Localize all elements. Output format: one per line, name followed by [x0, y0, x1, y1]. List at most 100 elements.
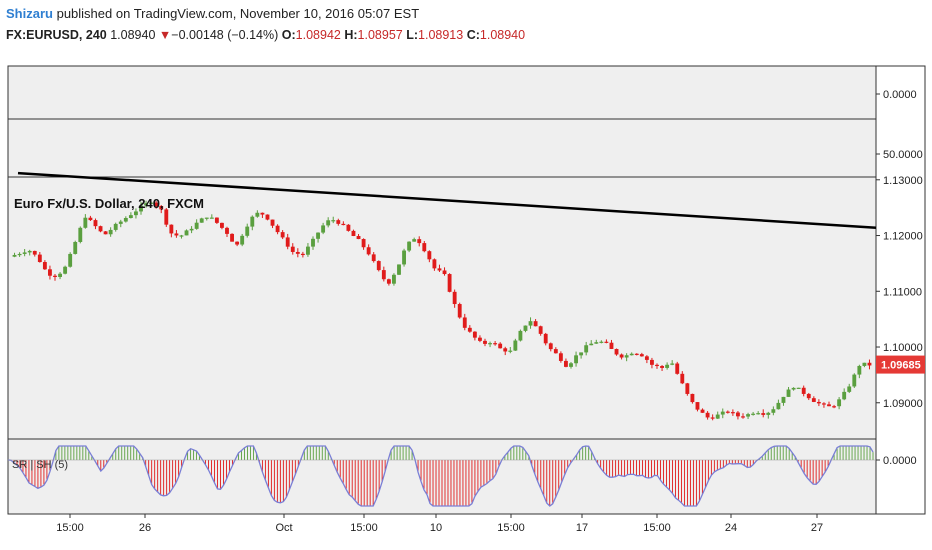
candle-body	[478, 337, 482, 341]
high-label: H:	[344, 28, 358, 42]
candle-body	[791, 387, 796, 390]
candle-body	[624, 355, 629, 358]
candle-body	[483, 340, 487, 344]
candle-body	[154, 202, 159, 207]
candle-body	[599, 341, 604, 343]
candle-body	[422, 243, 427, 252]
candle-body	[392, 274, 396, 284]
candle-body	[204, 217, 209, 219]
candle-body	[447, 274, 452, 292]
candle-body	[736, 412, 740, 417]
candle-body	[781, 396, 786, 403]
low-label: L:	[406, 28, 419, 42]
candle-body	[78, 227, 83, 242]
time-tick-label: Oct	[275, 522, 292, 534]
candle-body	[498, 343, 503, 349]
candle-body	[523, 325, 528, 331]
candle-body	[650, 359, 654, 365]
candle-body	[245, 226, 250, 236]
candle-body	[113, 223, 118, 230]
candle-body	[134, 211, 138, 216]
candle-body	[569, 363, 573, 367]
candle-body	[361, 239, 366, 248]
candle-body	[725, 411, 730, 413]
candle-body	[619, 354, 624, 358]
candle-body	[553, 349, 558, 354]
candle-body	[695, 402, 700, 410]
time-tick-label: 15:00	[643, 522, 671, 534]
candle-body	[149, 202, 154, 204]
candle-body	[584, 345, 589, 353]
candle-body	[230, 233, 234, 242]
candle-body	[376, 261, 381, 271]
candle-body	[139, 205, 143, 212]
candle-body	[771, 409, 776, 413]
candle-body	[123, 218, 128, 222]
candle-body	[225, 227, 229, 234]
candle-body	[867, 362, 872, 366]
candle-body	[366, 247, 371, 255]
candle-body	[48, 269, 52, 276]
time-tick-label: 10	[430, 522, 442, 534]
candle-body	[690, 393, 695, 403]
candle-body	[665, 364, 670, 368]
author-link[interactable]: Shizaru	[6, 6, 53, 21]
candle-body	[316, 232, 320, 239]
candle-body	[169, 224, 174, 234]
candle-body	[184, 230, 189, 236]
candle-body	[503, 348, 508, 352]
candle-body	[614, 348, 619, 355]
candle-body	[108, 229, 113, 235]
candle-body	[452, 291, 457, 305]
candle-body	[655, 364, 659, 367]
pane-2-tick-label: 50.0000	[883, 149, 923, 161]
candle-body	[462, 317, 467, 328]
candle-body	[842, 391, 847, 400]
candle-body	[467, 327, 472, 332]
candle-body	[93, 220, 98, 227]
candle-body	[255, 212, 260, 217]
price-tick-label: 1.09000	[883, 398, 923, 410]
candle-body	[58, 273, 62, 277]
publish-line: Shizaru published on TradingView.com, No…	[6, 5, 926, 23]
candle-body	[98, 226, 103, 232]
price-change: −0.00148 (−0.14%)	[171, 28, 279, 42]
candle-body	[386, 279, 391, 284]
candle-body	[306, 246, 310, 255]
candle-body	[351, 230, 356, 236]
sr-sh-title: SR | SH (5)	[12, 459, 68, 471]
candle-body	[220, 222, 224, 228]
candle-body	[240, 235, 245, 245]
candle-body	[37, 254, 42, 263]
candle-body	[457, 304, 462, 318]
candle-body	[796, 387, 801, 389]
price-pane-bg	[7, 176, 877, 440]
candle-body	[442, 270, 447, 275]
candle-body	[174, 233, 179, 236]
candle-body	[331, 220, 336, 222]
candle-body	[22, 252, 27, 254]
candle-body	[17, 253, 22, 256]
candle-body	[751, 413, 756, 415]
candle-body	[199, 218, 204, 223]
candle-body	[250, 216, 255, 227]
time-tick-label: 17	[576, 522, 588, 534]
candle-body	[710, 417, 715, 419]
trendline[interactable]	[17, 171, 877, 229]
candle-body	[832, 406, 836, 408]
pane-1-bg	[7, 65, 877, 120]
pane-1-tick-label: 0.0000	[883, 89, 917, 101]
time-tick-label: 26	[139, 522, 151, 534]
candle-body	[756, 413, 761, 415]
candle-body	[660, 366, 664, 368]
candle-body	[407, 241, 412, 251]
candle-body	[746, 414, 750, 417]
candle-body	[806, 393, 811, 399]
candle-body	[321, 225, 326, 233]
candle-body	[548, 343, 553, 350]
candle-body	[609, 342, 614, 349]
chart-header: Shizaru published on TradingView.com, No…	[6, 5, 926, 44]
down-arrow-icon: ▼	[158, 28, 172, 42]
candle-body	[32, 250, 37, 255]
